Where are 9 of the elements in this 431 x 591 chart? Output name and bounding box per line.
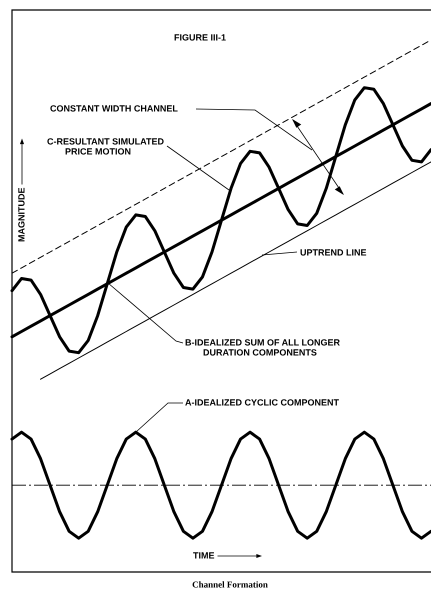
text: B-IDEALIZED SUM OF ALL LONGER DURATION COMPONENTS: [185, 337, 340, 358]
annotation: C-RESULTANT SIMULATED PRICE MOTION: [47, 136, 164, 156]
text: A-IDEALIZED CYCLIC COMPONENT: [185, 397, 340, 408]
annotation: UPTREND LINE: [300, 247, 367, 258]
text: Channel Formation: [192, 579, 268, 590]
y-axis-title: MAGNITUDE: [16, 188, 26, 242]
chart-title: FIGURE III-1: [174, 32, 226, 42]
annotation: CONSTANT WIDTH CHANNEL: [50, 103, 178, 114]
x-axis-title: TIME: [193, 550, 214, 560]
